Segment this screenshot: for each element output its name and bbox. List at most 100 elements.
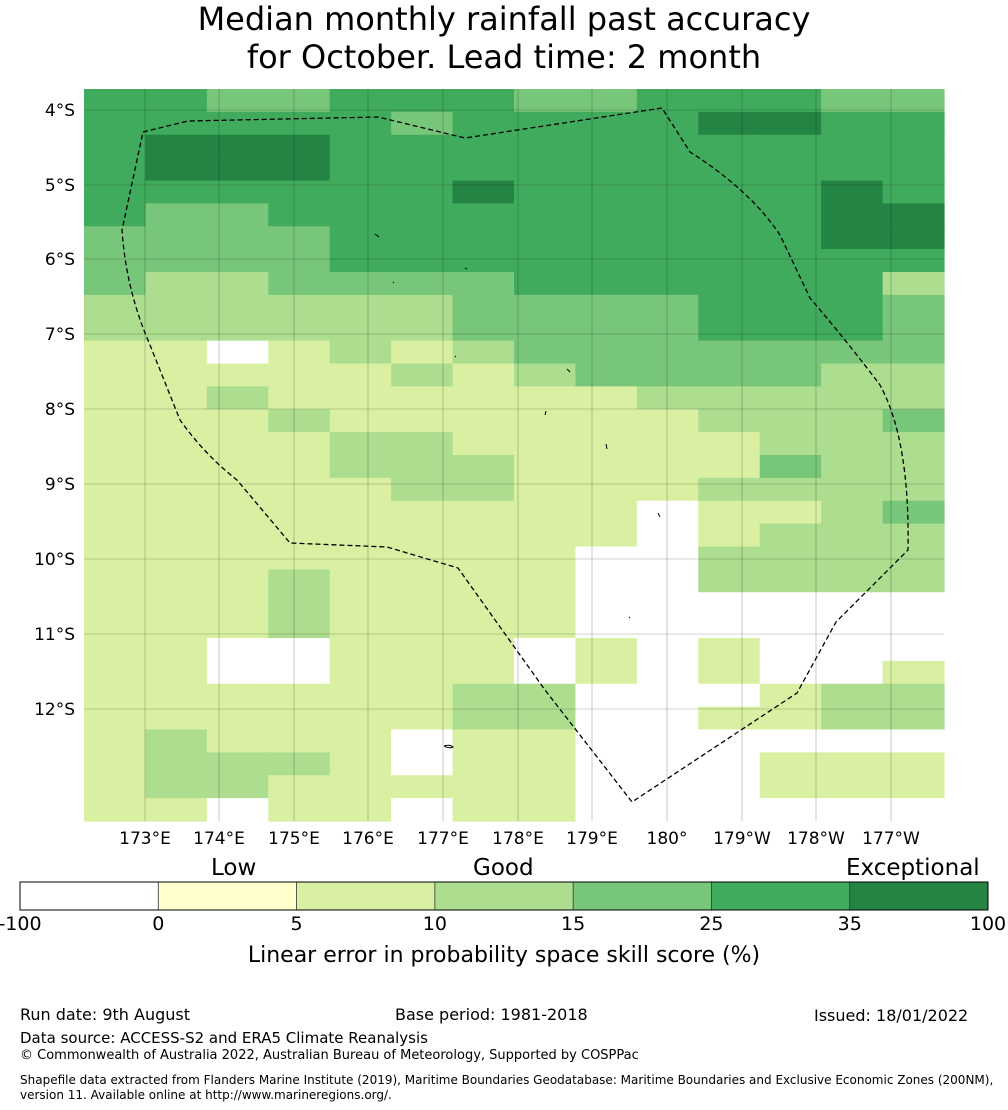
colorbar-tick-label: -100 (0, 913, 42, 935)
skill-cell (575, 592, 638, 616)
skill-cell (268, 683, 331, 708)
skill-cell (821, 592, 884, 616)
skill-cell (759, 477, 822, 502)
skill-cell (206, 272, 269, 296)
skill-cell (575, 226, 638, 250)
skill-cell (514, 272, 577, 296)
skill-cell (268, 363, 331, 387)
skill-cell (145, 546, 208, 570)
latitude-label: 6°S (45, 250, 75, 270)
skill-cell (514, 660, 577, 685)
skill-cell (206, 569, 269, 593)
skill-cell (145, 569, 208, 593)
skill-cell (514, 249, 577, 273)
skill-cell (206, 317, 269, 342)
skill-cell (821, 523, 884, 548)
skill-cell (514, 638, 577, 662)
skill-cell (636, 386, 699, 410)
skill-cell (391, 523, 454, 548)
skill-cell (759, 592, 822, 616)
data-source: Data source: ACCESS-S2 and ERA5 Climate … (20, 1029, 428, 1047)
skill-cell (575, 340, 638, 365)
skill-cell (882, 180, 945, 204)
skill-cell (145, 249, 208, 273)
skill-cell (329, 157, 392, 182)
skill-cell (698, 226, 761, 250)
skill-cell (391, 180, 454, 204)
skill-cell (206, 409, 269, 433)
skill-cell (452, 569, 515, 593)
skill-cell (575, 523, 638, 548)
skill-cell (698, 775, 761, 799)
skill-cell (882, 523, 945, 548)
skill-cell (145, 798, 208, 822)
skill-cell (452, 409, 515, 433)
skill-cell (514, 798, 577, 822)
skill-cell (882, 386, 945, 410)
skill-cell (84, 798, 147, 822)
category-low-label: Low (211, 855, 257, 881)
skill-cell (145, 134, 208, 159)
skill-cell (145, 638, 208, 662)
colorbar-segment (711, 882, 850, 910)
skill-cell (268, 111, 331, 136)
skill-cell (759, 111, 822, 136)
skill-cell (514, 546, 577, 570)
skill-cell (452, 455, 515, 479)
skill-cell (514, 729, 577, 753)
skill-cell (391, 111, 454, 136)
skill-cell (84, 363, 147, 387)
skill-cell (759, 294, 822, 319)
skill-cell (759, 500, 822, 525)
colorbar-tick-label: 10 (422, 913, 447, 935)
colorbar-tick-label: 5 (290, 913, 303, 935)
colorbar-segment (158, 882, 297, 910)
skill-cell (391, 317, 454, 342)
skill-cell (636, 775, 699, 799)
longitude-label: 176°E (342, 829, 394, 849)
skill-cell (821, 340, 884, 365)
longitude-label: 175°E (268, 829, 320, 849)
skill-cell (821, 683, 884, 708)
skill-cell (882, 203, 945, 227)
skill-cell (268, 729, 331, 753)
skill-cell (821, 111, 884, 136)
skill-cell (452, 89, 515, 113)
skill-cell (329, 752, 392, 776)
skill-cell (206, 203, 269, 227)
skill-cell (452, 432, 515, 456)
skill-cell (391, 592, 454, 616)
skill-cell (514, 500, 577, 525)
skill-cell (759, 706, 822, 731)
longitude-label: 177°W (862, 829, 920, 849)
skill-cell (821, 134, 884, 159)
skill-cell (882, 89, 945, 113)
skill-cell (636, 706, 699, 731)
issued-date: Issued: 18/01/2022 (814, 1006, 969, 1025)
skill-cell (452, 752, 515, 776)
island-outline (454, 355, 457, 358)
skill-cell (268, 249, 331, 273)
skill-cell (698, 111, 761, 136)
skill-cell (268, 615, 331, 639)
skill-cell (698, 455, 761, 479)
skill-cell (821, 546, 884, 570)
skill-cell (391, 272, 454, 296)
skill-grid (84, 89, 945, 822)
skill-cell (636, 592, 699, 616)
skill-cell (145, 752, 208, 776)
copyright: © Commonwealth of Australia 2022, Austra… (20, 1048, 639, 1063)
skill-cell (698, 798, 761, 822)
skill-cell (206, 226, 269, 250)
skill-cell (452, 180, 515, 204)
skill-cell (452, 638, 515, 662)
skill-cell (391, 729, 454, 753)
skill-cell (145, 294, 208, 319)
colorbar-tick-label: 0 (152, 913, 165, 935)
skill-cell (145, 432, 208, 456)
skill-cell (206, 111, 269, 136)
skill-cell (575, 546, 638, 570)
skill-cell (145, 226, 208, 250)
skill-cell (206, 340, 269, 365)
skill-cell (84, 775, 147, 799)
